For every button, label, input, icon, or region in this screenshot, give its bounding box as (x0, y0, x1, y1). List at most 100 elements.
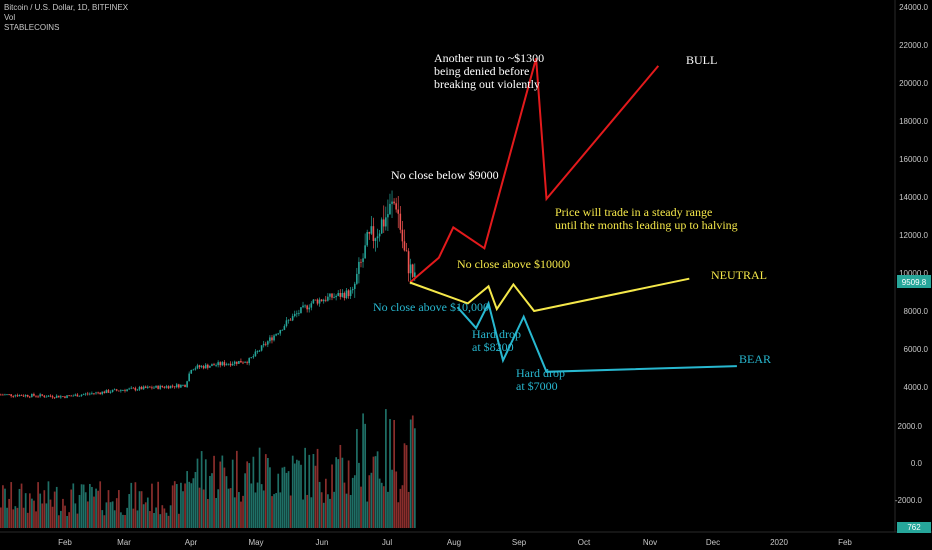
price-candle (132, 387, 135, 389)
price-candle (285, 317, 288, 328)
indicator-bar (223, 467, 226, 528)
price-candle (382, 205, 385, 233)
price-candle (91, 391, 93, 395)
price-candle (155, 385, 157, 389)
price-candle (331, 293, 333, 301)
price-candle (405, 243, 408, 252)
price-candle (211, 363, 213, 367)
indicator-bar (196, 458, 199, 528)
indicator-bar (233, 497, 236, 528)
indicator-bar (149, 511, 151, 528)
indicator-bar (411, 415, 414, 528)
price-candle (126, 388, 128, 392)
indicator-bar (318, 481, 321, 528)
price-candle (370, 215, 373, 235)
indicator-bar (312, 454, 315, 528)
indicator-bar (175, 484, 178, 528)
price-candle (333, 293, 335, 299)
indicator-bar (353, 475, 356, 528)
price-axis-ticks: 4000.0 6000.0 8000.0 10000.0 12000.0 14000.0 1… (899, 3, 928, 392)
price-candle (194, 366, 197, 371)
price-candle (233, 360, 236, 366)
time-tick-label: Aug (447, 538, 461, 547)
annotation-hard-drop-8200: Hard drop at $8200 (472, 328, 521, 354)
price-tick-label: 16000.0 (899, 155, 928, 164)
current-volume-badge: 762 (897, 522, 931, 533)
price-candle (411, 263, 414, 279)
indicator-bar (364, 423, 367, 528)
price-candle (306, 304, 308, 313)
price-candle (142, 385, 145, 390)
price-candle (322, 298, 325, 304)
indicator-bar (358, 462, 360, 528)
price-candle (225, 362, 228, 366)
indicator-bar (84, 492, 87, 528)
indicator-bar (327, 494, 329, 528)
indicator-bar (267, 457, 269, 528)
price-candle (146, 385, 149, 389)
indicator-bar (163, 508, 166, 528)
indicator-bar (258, 447, 261, 528)
indicator-label: STABLECOINS (4, 23, 60, 32)
indicator-bar (324, 478, 327, 528)
annotation-line: Price will trade in a steady range (555, 205, 713, 219)
indicator-bar (72, 483, 75, 528)
indicator-tick-label: 2000.0 (898, 422, 923, 431)
indicator-bar (39, 493, 42, 528)
price-candle (153, 386, 155, 389)
price-candle (120, 389, 122, 393)
annotation-line: Another run to ~$1300 (434, 51, 545, 65)
time-tick-label: May (248, 538, 263, 547)
price-candle (169, 385, 172, 389)
indicator-bar (370, 472, 373, 528)
price-candle (117, 390, 120, 392)
indicator-bar (86, 501, 89, 528)
price-candle (196, 363, 199, 370)
indicator-bar (405, 445, 408, 528)
price-candle (192, 368, 195, 371)
price-candle (80, 394, 83, 397)
price-tick-label: 4000.0 (904, 383, 929, 392)
time-tick-label: Feb (838, 538, 852, 547)
indicator-bar (306, 494, 309, 528)
indicator-bar (161, 505, 164, 528)
price-candle (318, 297, 321, 307)
price-candle (387, 199, 389, 232)
price-candle (35, 395, 37, 398)
price-candle (314, 299, 317, 301)
price-candle (376, 228, 379, 248)
indicator-bar (264, 454, 267, 528)
indicator-bar (397, 502, 400, 528)
indicator-bar (320, 492, 323, 528)
price-candle (273, 334, 275, 342)
price-candle (217, 360, 219, 368)
indicator-bar (151, 483, 153, 528)
indicator-bar (157, 481, 160, 528)
indicator-bar (209, 475, 211, 528)
price-candle (337, 290, 340, 297)
indicator-bar (229, 488, 232, 528)
price-candle (82, 393, 85, 396)
price-tick-label: 18000.0 (899, 117, 928, 126)
indicator-bar (140, 491, 143, 528)
price-tick-label: 10000.0 (899, 269, 928, 278)
indicator-bar (134, 482, 137, 528)
price-candle (144, 385, 147, 389)
indicator-bar (47, 481, 50, 528)
price-candle (86, 391, 89, 396)
price-candle (140, 385, 143, 390)
price-candle (407, 248, 410, 282)
price-candle (105, 389, 108, 394)
indicator-bar (380, 482, 383, 528)
indicator-bar (169, 505, 172, 528)
indicator-bar (78, 494, 81, 528)
price-candle (136, 388, 139, 391)
annotation-line: at $8200 (472, 340, 514, 354)
price-candle (362, 253, 364, 268)
annotation-bull-run: Another run to ~$1300 being denied befor… (434, 52, 544, 91)
time-tick-label: Feb (58, 538, 72, 547)
indicator-bar (28, 493, 31, 528)
scenario-paths (409, 58, 737, 373)
